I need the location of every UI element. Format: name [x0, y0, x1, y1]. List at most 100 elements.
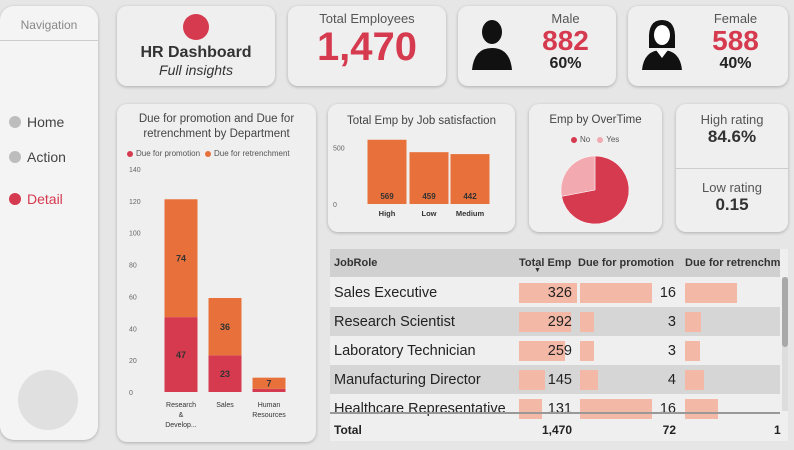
- promo-chart-plot: 0 20 40 60 80 100 120 140 47 74 23 36 7 Research & Deve…: [129, 167, 286, 429]
- table-row[interactable]: Manufacturing Director 145 4: [330, 365, 780, 394]
- male-count: 882: [542, 25, 589, 56]
- promo-bar-segment: [164, 317, 198, 392]
- legend-yes-label: Yes: [606, 135, 620, 144]
- promo-y-tick: 100: [129, 231, 141, 238]
- jobsat-y-tick: 500: [333, 146, 345, 153]
- footer-total-emp: 1,470: [541, 423, 572, 437]
- dashboard-subtitle: Full insights: [159, 62, 233, 78]
- kpi-total-value: 1,470: [316, 25, 418, 69]
- table-scrollbar-thumb[interactable]: [782, 277, 788, 347]
- table-footer: Total 1,470 72 1: [330, 412, 781, 441]
- kpi-total-employees: Total Employees 1,470: [288, 6, 446, 86]
- promo-x-tick: &: [179, 412, 184, 419]
- promo-bar-segment: [252, 377, 286, 389]
- cell-retrenchment-bar: [685, 283, 737, 303]
- promo-bar-segment: [208, 298, 242, 356]
- nav-circle-button[interactable]: [18, 370, 78, 430]
- nav-item-action[interactable]: Action: [9, 149, 66, 165]
- col-header-total-emp[interactable]: Total Emp: [519, 257, 572, 269]
- cell-due-promotion: 16: [659, 284, 676, 301]
- nav-item-detail[interactable]: Detail: [9, 191, 63, 207]
- col-header-due-retrenchment[interactable]: Due for retrenchm: [685, 257, 780, 269]
- cell-promo-bar: [580, 341, 594, 361]
- high-rating-label: High rating: [700, 112, 764, 127]
- table-header: JobRole Total Emp Due for promotion Due …: [330, 249, 780, 277]
- cell-promo-bar: [580, 370, 598, 390]
- low-rating-label: Low rating: [702, 180, 762, 195]
- female-person-icon: [642, 20, 682, 70]
- overtime-pie-slice: [561, 155, 630, 225]
- cell-due-promotion: 3: [667, 342, 676, 359]
- job-satisfaction-chart-card: Total Emp by Job satisfaction 0 500 569 Hig…: [328, 104, 515, 232]
- cell-total-emp: 259: [547, 342, 572, 359]
- jobsat-bar: [367, 139, 407, 204]
- promo-x-tick: Resources: [252, 412, 286, 419]
- jobsat-x-tick: Medium: [456, 209, 485, 218]
- promotion-retrenchment-chart-card: Due for promotion and Due for retrenchme…: [117, 104, 316, 442]
- low-rating-block: Low rating 0.15: [676, 180, 788, 215]
- rating-divider: [676, 168, 788, 169]
- promo-bar-label: 7: [266, 379, 271, 389]
- sort-desc-icon[interactable]: ▼: [534, 267, 541, 274]
- high-rating-value: 84.6%: [707, 127, 757, 146]
- jobrole-table: JobRole Total Emp Due for promotion Due …: [330, 249, 788, 441]
- promo-y-tick: 20: [129, 358, 137, 365]
- footer-total-promo: 72: [662, 423, 676, 437]
- promo-bar-segment: [164, 199, 198, 318]
- jobsat-chart-title: Total Emp by Job satisfaction: [347, 115, 496, 127]
- cell-promo-bar: [580, 399, 652, 419]
- cell-retrenchment-bar: [685, 399, 718, 419]
- overtime-chart-card: Emp by OverTime No Yes: [529, 104, 662, 232]
- overtime-pie: [560, 155, 630, 225]
- jobsat-x-tick: High: [379, 209, 396, 218]
- col-header-due-promotion[interactable]: Due for promotion: [578, 257, 674, 269]
- promo-bar-segment: [252, 388, 286, 392]
- female-percent: 40%: [719, 55, 752, 73]
- male-percent: 60%: [549, 55, 582, 73]
- legend-yes-dot: [597, 136, 604, 143]
- cell-jobrole: Manufacturing Director: [334, 371, 481, 388]
- cell-total-bar: [519, 341, 565, 361]
- footer-total-label: Total: [334, 423, 362, 437]
- cell-retrenchment-bar: [685, 370, 704, 390]
- promo-x-tick: Research: [166, 402, 196, 409]
- male-info: Male 882 60%: [518, 11, 613, 73]
- legend-retrenchment-label: Due for retrenchment: [214, 149, 290, 158]
- kpi-total-label: Total Employees: [319, 11, 415, 26]
- cell-total-bar: [519, 399, 542, 419]
- nav-dot-icon: [9, 116, 21, 128]
- jobsat-y-tick: 0: [333, 202, 337, 209]
- cell-retrenchment-bar: [685, 312, 701, 332]
- table-row[interactable]: Laboratory Technician 259 3: [330, 336, 780, 365]
- promo-y-tick: 120: [129, 199, 141, 206]
- low-rating-value: 0.15: [715, 195, 749, 214]
- ratings-card: High rating 84.6% Low rating 0.15: [676, 104, 788, 232]
- col-header-jobrole[interactable]: JobRole: [334, 257, 378, 269]
- footer-total-retrenchment: 1: [774, 423, 781, 437]
- high-rating-block: High rating 84.6%: [676, 112, 788, 147]
- table-row[interactable]: Research Scientist 292 3: [330, 307, 780, 336]
- overtime-chart-title: Emp by OverTime: [549, 114, 642, 126]
- cell-total-bar: [519, 283, 577, 303]
- female-info: Female 588 40%: [688, 11, 783, 73]
- cell-retrenchment-bar: [685, 341, 700, 361]
- promo-x-tick: Sales: [216, 402, 234, 409]
- nav-item-home[interactable]: Home: [9, 114, 64, 130]
- legend-promotion-dot: [127, 150, 133, 157]
- legend-no-label: No: [580, 135, 591, 144]
- promo-x-tick: Human: [258, 402, 281, 409]
- promo-y-tick: 80: [129, 263, 137, 270]
- cell-total-bar: [519, 312, 571, 332]
- promo-y-tick: 40: [129, 326, 137, 333]
- promo-x-tick: Develop...: [165, 422, 197, 429]
- navigation-title: Navigation: [0, 18, 98, 41]
- promo-y-tick: 140: [129, 167, 141, 174]
- table-row[interactable]: Sales Executive 326 16: [330, 278, 780, 307]
- female-count: 588: [712, 25, 759, 56]
- cell-total-emp: 145: [547, 371, 572, 388]
- title-card: HR Dashboard Full insights: [117, 6, 275, 86]
- promo-bar-segment: [208, 355, 242, 392]
- kpi-male: Male 882 60%: [458, 6, 616, 86]
- promo-bar-label: 23: [220, 369, 230, 379]
- navigation-panel: Navigation Home Action Detail: [0, 6, 98, 440]
